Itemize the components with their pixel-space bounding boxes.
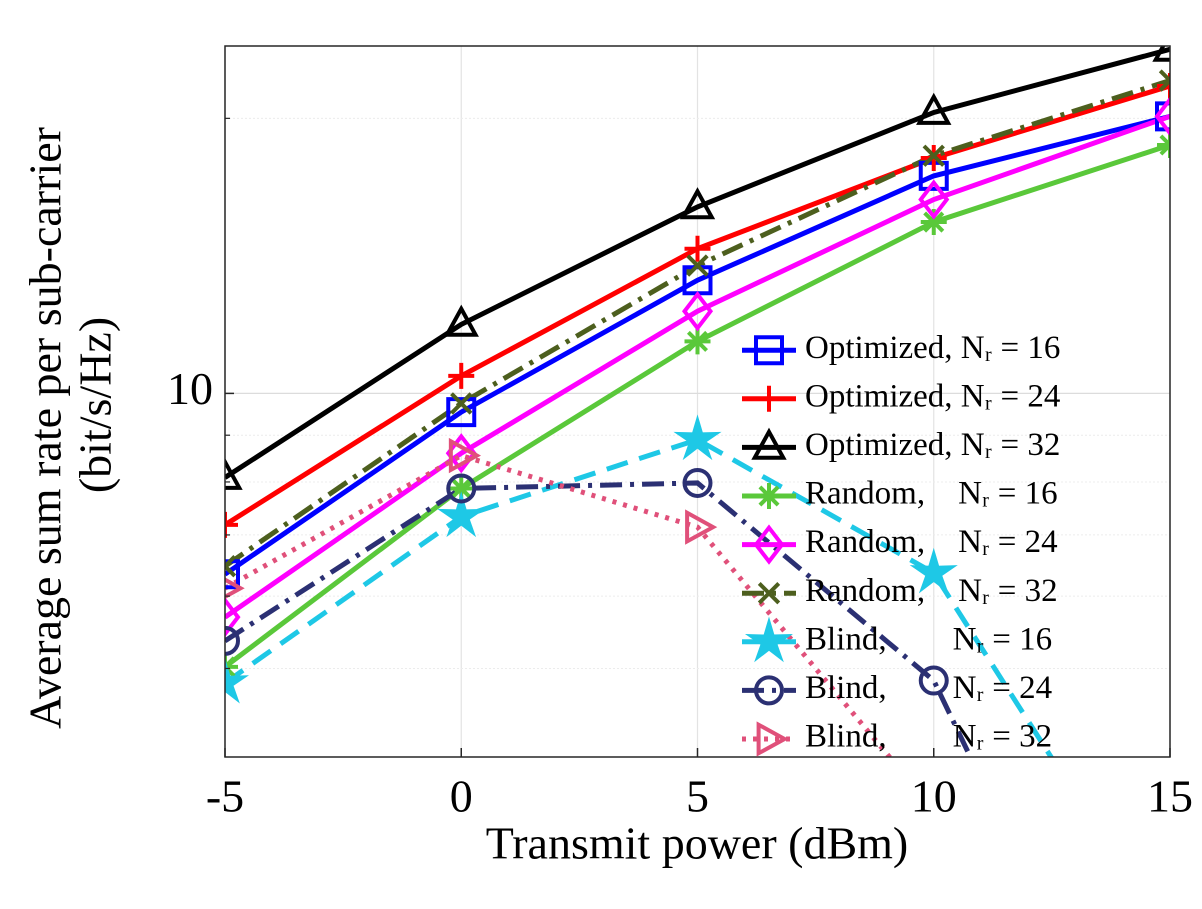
legend-marker bbox=[751, 427, 787, 460]
legend-marker bbox=[756, 385, 782, 412]
legend-label: Random, Nᵣ = 16 bbox=[805, 476, 1058, 512]
marker bbox=[686, 254, 709, 277]
x-axis-label: Transmit power (dBm) bbox=[486, 818, 909, 869]
marker bbox=[679, 187, 716, 220]
series-line bbox=[225, 480, 974, 757]
legend-label: Blind, Nᵣ = 16 bbox=[805, 621, 1052, 657]
marker bbox=[437, 491, 486, 538]
series-line bbox=[225, 452, 893, 757]
marker bbox=[682, 467, 713, 498]
marker bbox=[448, 475, 475, 502]
marker bbox=[916, 92, 952, 125]
marker bbox=[225, 577, 245, 600]
marker bbox=[446, 473, 477, 504]
legend-label: Optimized, Nᵣ = 32 bbox=[805, 427, 1060, 463]
y-axis-label: Average sum rate per sub-carrier bbox=[20, 127, 71, 729]
marker bbox=[920, 209, 947, 236]
marker bbox=[685, 509, 718, 545]
series-line bbox=[225, 46, 1170, 480]
marker bbox=[909, 547, 958, 594]
legend-label: Blind, Nᵣ = 24 bbox=[805, 670, 1052, 706]
marker bbox=[225, 511, 238, 538]
marker bbox=[684, 235, 711, 262]
x-tick-label: 0 bbox=[450, 771, 473, 822]
series-line bbox=[225, 114, 1170, 620]
marker bbox=[922, 144, 945, 167]
x-tick-label: 10 bbox=[911, 771, 957, 822]
marker bbox=[225, 657, 250, 704]
marker bbox=[918, 179, 950, 220]
x-tick-label: 15 bbox=[1147, 771, 1193, 822]
y-tick-label: 10 bbox=[167, 363, 213, 414]
marker bbox=[225, 596, 241, 638]
legend-marker bbox=[744, 616, 794, 663]
marker bbox=[681, 291, 714, 332]
legend-label: Optimized, Nᵣ = 16 bbox=[805, 330, 1060, 366]
marker bbox=[673, 414, 722, 461]
marker bbox=[443, 304, 479, 337]
legend-marker bbox=[757, 582, 781, 605]
legend-label: Random, Nᵣ = 32 bbox=[805, 573, 1058, 609]
y-axis-label: (bit/s/Hz) bbox=[70, 317, 121, 493]
legend-label: Random, Nᵣ = 24 bbox=[805, 524, 1058, 560]
marker bbox=[450, 392, 473, 415]
legend-marker bbox=[753, 524, 785, 565]
legend-marker bbox=[754, 335, 784, 366]
marker bbox=[1158, 69, 1170, 92]
marker bbox=[918, 665, 949, 696]
legend-marker bbox=[756, 483, 782, 509]
marker bbox=[684, 328, 711, 355]
marker bbox=[1155, 101, 1170, 132]
marker bbox=[1157, 72, 1170, 99]
legend-label: Blind, Nᵣ = 32 bbox=[805, 719, 1052, 755]
marker bbox=[448, 437, 482, 474]
legend-marker bbox=[756, 721, 789, 757]
legend-marker bbox=[753, 675, 785, 706]
marker bbox=[448, 362, 475, 389]
series-line bbox=[225, 113, 1170, 577]
x-tick-label: 5 bbox=[686, 771, 709, 822]
x-tick-label: -5 bbox=[206, 771, 244, 822]
marker bbox=[1154, 96, 1170, 137]
marker bbox=[225, 457, 243, 490]
marker bbox=[225, 625, 241, 656]
series-line bbox=[225, 436, 1055, 757]
legend-label: Optimized, Nᵣ = 24 bbox=[805, 378, 1060, 414]
marker bbox=[225, 555, 237, 578]
